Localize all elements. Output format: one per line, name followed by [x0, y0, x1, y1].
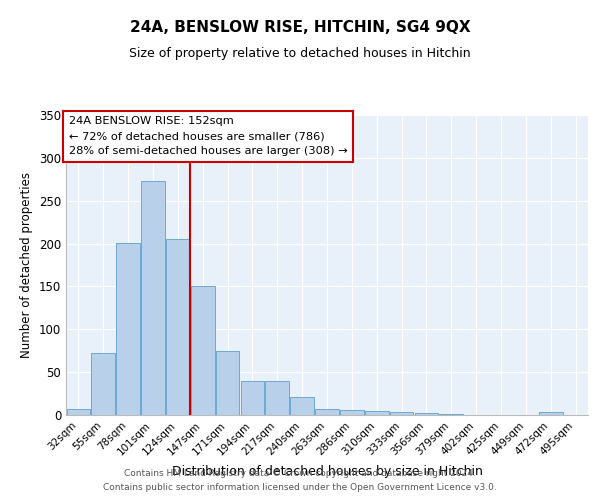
- Bar: [390, 412, 413, 415]
- Bar: [166, 240, 190, 415]
- Text: Contains HM Land Registry data © Crown copyright and database right 2024.: Contains HM Land Registry data © Crown c…: [124, 468, 476, 477]
- Bar: [141, 181, 165, 415]
- Text: Contains public sector information licensed under the Open Government Licence v3: Contains public sector information licen…: [103, 484, 497, 492]
- Bar: [91, 354, 115, 415]
- Text: 24A BENSLOW RISE: 152sqm
← 72% of detached houses are smaller (786)
28% of semi-: 24A BENSLOW RISE: 152sqm ← 72% of detach…: [68, 116, 347, 156]
- Bar: [67, 409, 90, 415]
- Bar: [216, 350, 239, 415]
- Bar: [365, 410, 389, 415]
- Bar: [241, 380, 264, 415]
- Text: Size of property relative to detached houses in Hitchin: Size of property relative to detached ho…: [129, 48, 471, 60]
- Text: 24A, BENSLOW RISE, HITCHIN, SG4 9QX: 24A, BENSLOW RISE, HITCHIN, SG4 9QX: [130, 20, 470, 35]
- Bar: [315, 409, 339, 415]
- Bar: [340, 410, 364, 415]
- Bar: [290, 397, 314, 415]
- Bar: [191, 286, 215, 415]
- Bar: [116, 242, 140, 415]
- Bar: [439, 414, 463, 415]
- Bar: [415, 414, 438, 415]
- Bar: [265, 380, 289, 415]
- X-axis label: Distribution of detached houses by size in Hitchin: Distribution of detached houses by size …: [172, 465, 482, 478]
- Bar: [539, 412, 563, 415]
- Y-axis label: Number of detached properties: Number of detached properties: [20, 172, 34, 358]
